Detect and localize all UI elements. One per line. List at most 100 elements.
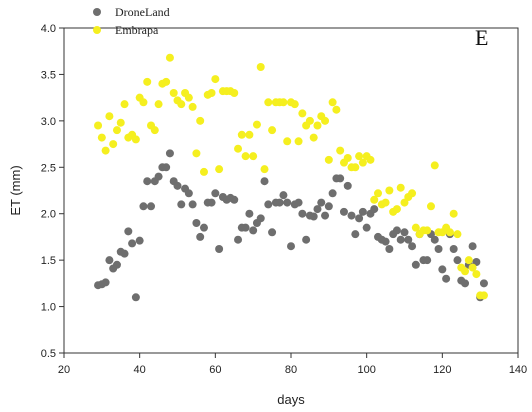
data-point-droneland — [260, 177, 269, 186]
data-point-embrapa — [464, 256, 473, 265]
data-point-embrapa — [332, 105, 341, 114]
data-point-embrapa — [150, 126, 159, 135]
data-point-embrapa — [385, 186, 394, 195]
data-point-embrapa — [199, 167, 208, 176]
data-point-embrapa — [139, 98, 148, 107]
data-point-droneland — [215, 245, 224, 253]
data-point-droneland — [173, 181, 182, 190]
data-point-embrapa — [328, 98, 337, 107]
x-tick-label: 20 — [58, 364, 70, 376]
data-point-embrapa — [260, 165, 269, 174]
data-point-droneland — [184, 189, 193, 198]
data-point-embrapa — [351, 163, 360, 172]
data-point-droneland — [249, 226, 258, 235]
data-point-droneland — [199, 223, 208, 232]
data-point-droneland — [302, 235, 311, 244]
data-point-embrapa — [105, 112, 114, 121]
x-tick-label: 40 — [134, 364, 146, 376]
data-point-droneland — [479, 279, 488, 288]
data-point-embrapa — [426, 202, 435, 211]
y-tick-label: 4.0 — [41, 23, 56, 35]
data-point-droneland — [287, 242, 295, 251]
data-point-embrapa — [309, 133, 318, 142]
data-point-droneland — [112, 260, 121, 269]
data-point-embrapa — [268, 126, 277, 135]
data-point-embrapa — [230, 89, 239, 97]
data-point-droneland — [408, 242, 417, 251]
data-point-embrapa — [215, 165, 224, 174]
data-point-droneland — [324, 202, 333, 211]
data-point-embrapa — [411, 223, 420, 232]
data-point-embrapa — [430, 161, 439, 170]
data-point-droneland — [355, 214, 364, 223]
data-point-droneland — [211, 189, 220, 198]
data-point-droneland — [143, 177, 152, 186]
data-point-droneland — [234, 235, 243, 244]
data-point-embrapa — [169, 89, 178, 97]
y-axis-title: ET (mm) — [8, 165, 23, 215]
data-point-embrapa — [472, 270, 481, 279]
data-point-embrapa — [374, 189, 383, 198]
data-point-embrapa — [468, 263, 477, 272]
data-point-droneland — [275, 198, 284, 207]
data-point-embrapa — [101, 146, 110, 155]
legend-label-embrapa: Embrapa — [115, 23, 159, 37]
data-point-embrapa — [370, 195, 379, 204]
data-points — [94, 53, 488, 302]
data-point-droneland — [268, 228, 277, 237]
data-point-embrapa — [461, 267, 470, 276]
x-tick-label: 80 — [285, 364, 297, 376]
y-tick-label: 2.5 — [41, 162, 56, 174]
data-point-droneland — [309, 212, 318, 221]
data-point-embrapa — [192, 149, 201, 158]
data-point-droneland — [343, 181, 352, 190]
data-point-embrapa — [392, 205, 401, 214]
data-point-droneland — [128, 239, 137, 248]
data-point-embrapa — [120, 100, 129, 109]
data-point-droneland — [430, 235, 439, 244]
legend-marker-droneland — [93, 8, 101, 16]
data-point-embrapa — [131, 135, 140, 144]
data-point-droneland — [411, 260, 420, 269]
data-point-droneland — [317, 198, 326, 207]
data-point-droneland — [423, 256, 432, 265]
data-point-droneland — [105, 256, 114, 265]
data-point-embrapa — [324, 155, 333, 164]
data-point-droneland — [298, 209, 307, 218]
data-point-embrapa — [283, 137, 292, 146]
x-tick-label: 120 — [433, 364, 451, 376]
data-point-droneland — [245, 209, 254, 218]
data-point-embrapa — [241, 152, 250, 161]
data-point-embrapa — [396, 183, 405, 192]
legend-label-droneland: DroneLand — [115, 5, 170, 19]
data-point-droneland — [165, 149, 174, 158]
data-point-droneland — [339, 207, 348, 216]
legend-marker-embrapa — [93, 26, 101, 34]
data-point-embrapa — [445, 228, 454, 237]
data-point-embrapa — [294, 137, 303, 146]
data-point-embrapa — [453, 230, 462, 239]
x-tick-label: 60 — [209, 364, 221, 376]
data-point-droneland — [135, 236, 144, 245]
data-point-embrapa — [252, 120, 261, 129]
data-point-droneland — [347, 211, 356, 220]
data-point-embrapa — [109, 140, 118, 149]
data-point-embrapa — [165, 53, 174, 62]
data-point-droneland — [139, 202, 148, 211]
data-point-embrapa — [196, 116, 205, 125]
data-point-droneland — [196, 232, 205, 241]
data-point-droneland — [162, 163, 171, 172]
plot-frame — [63, 27, 519, 354]
data-point-embrapa — [358, 158, 367, 167]
data-point-embrapa — [423, 226, 432, 235]
data-point-droneland — [392, 226, 401, 235]
data-point-embrapa — [343, 154, 352, 162]
data-point-embrapa — [249, 152, 258, 161]
data-point-droneland — [101, 278, 110, 287]
data-point-droneland — [279, 191, 288, 200]
data-point-embrapa — [479, 291, 488, 300]
data-point-droneland — [207, 198, 216, 207]
data-point-embrapa — [381, 198, 390, 207]
data-point-droneland — [336, 174, 345, 183]
